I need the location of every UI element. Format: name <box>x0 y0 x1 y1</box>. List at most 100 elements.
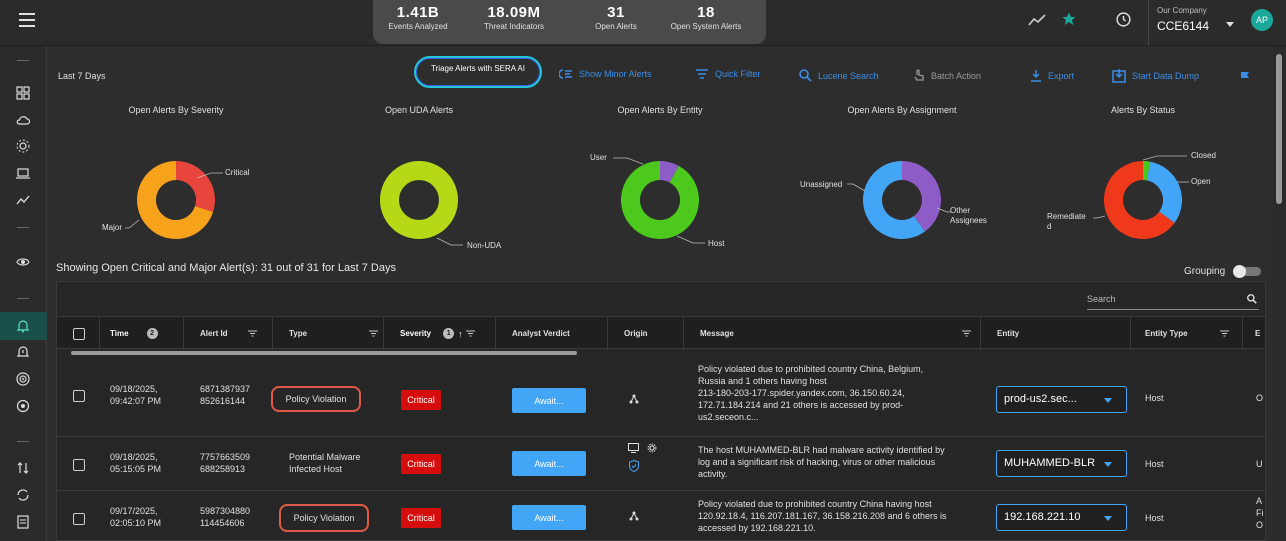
analyst-verdict-button[interactable]: Await... <box>512 505 586 530</box>
laptop-icon[interactable] <box>16 166 30 180</box>
assignment-donut[interactable] <box>862 160 942 240</box>
trend-icon[interactable] <box>1028 13 1046 27</box>
sidebar-item-alerts[interactable] <box>0 312 47 340</box>
analytics-icon[interactable] <box>16 193 30 207</box>
donut-slice-other-assignees[interactable] <box>863 161 925 239</box>
target-icon[interactable] <box>16 399 30 413</box>
report-icon[interactable] <box>16 515 30 529</box>
column-type[interactable]: Type <box>273 317 384 350</box>
row-checkbox[interactable] <box>73 459 85 471</box>
entity-dropdown[interactable]: prod-us2.sec... <box>996 386 1127 413</box>
column-analyst-verdict[interactable]: Analyst Verdict <box>496 317 608 350</box>
chevron-down-icon <box>1104 516 1112 521</box>
entity-dropdown[interactable]: MUHAMMED-BLR <box>996 450 1127 477</box>
sidebar-divider <box>17 60 29 61</box>
column-time[interactable]: Time 2 <box>100 317 184 350</box>
entity-dropdown[interactable]: 192.168.221.10 <box>996 504 1127 531</box>
donut-slice-closed[interactable] <box>1143 161 1151 181</box>
menu-icon[interactable] <box>19 13 35 27</box>
lucene-search-button[interactable]: Lucene Search <box>799 69 879 82</box>
uda-donut[interactable] <box>379 160 459 240</box>
chart-leader-lines <box>125 155 1189 246</box>
stat-label: Open Alerts <box>595 22 637 31</box>
donut-slice-non-uda[interactable] <box>380 161 458 239</box>
grouping-toggle[interactable] <box>1233 265 1261 278</box>
filter-icon[interactable] <box>1219 330 1229 337</box>
avatar[interactable]: AP <box>1251 9 1273 31</box>
donut-label-host: Host <box>708 239 725 248</box>
donut-slice-unassigned[interactable] <box>902 161 941 232</box>
row-checkbox[interactable] <box>73 513 85 525</box>
status-donut[interactable] <box>1103 160 1183 240</box>
monitor-icon <box>628 443 639 453</box>
sort-arrow-up-icon[interactable]: ↑ <box>458 328 463 339</box>
start-data-dump-button[interactable]: Start Data Dump <box>1112 69 1199 83</box>
stats-panel: 1.41B Events Analyzed 18.09M Threat Indi… <box>373 0 766 44</box>
eye-icon[interactable] <box>16 255 30 269</box>
search-input[interactable]: Search <box>1087 290 1259 310</box>
toggle-knob <box>1233 265 1246 278</box>
column-severity[interactable]: Severity 1 ↑ <box>384 317 496 350</box>
filter-icon[interactable] <box>369 330 379 337</box>
entity-donut[interactable] <box>620 160 700 240</box>
batch-action-label: Batch Action <box>931 70 982 81</box>
table-header: Time 2 Alert Id Type Severity 1 ↑ Analys… <box>57 316 1265 350</box>
filter-icon[interactable] <box>465 330 475 337</box>
row-checkbox[interactable] <box>73 390 85 402</box>
table-row[interactable]: 09/18/2025, 09:42:07 PM 6871387937 8526161… <box>57 357 1265 437</box>
show-minor-alerts-button[interactable]: Show Minor Alerts <box>559 69 652 79</box>
row-time: 09/18/2025, 05:15:05 PM <box>110 452 162 474</box>
export-button[interactable]: Export <box>1030 69 1074 82</box>
network-icon[interactable] <box>16 139 30 153</box>
radar-icon[interactable] <box>16 372 30 386</box>
donut-slice-critical[interactable] <box>176 161 215 213</box>
clock-icon[interactable] <box>1115 11 1132 28</box>
severity-donut[interactable] <box>136 160 216 240</box>
row-type: Potential Malware Infected Host <box>289 452 361 474</box>
table-row[interactable]: 09/18/2025, 05:15:05 PM 7757663509 6882589… <box>57 437 1265 491</box>
donut-slice-major[interactable] <box>137 161 214 239</box>
dashboard-icon[interactable] <box>16 86 30 100</box>
cloud-icon[interactable] <box>16 113 30 127</box>
donut-slice-host[interactable] <box>621 161 699 239</box>
donut-slice-open[interactable] <box>1146 161 1182 223</box>
sync-icon[interactable] <box>16 488 30 502</box>
column-entity-label: Entity <box>997 329 1020 338</box>
column-alert-id[interactable]: Alert Id <box>184 317 273 350</box>
page-scrollbar[interactable] <box>1273 46 1286 541</box>
donut-slice-user[interactable] <box>660 161 679 183</box>
filter-icon[interactable] <box>961 330 971 337</box>
column-message[interactable]: Message <box>684 317 981 350</box>
horizontal-scrollbar[interactable] <box>71 351 577 355</box>
donut-label-major: Major <box>102 223 123 232</box>
origin-network-icon <box>629 394 639 404</box>
table-row[interactable]: 09/17/2025, 02:05:10 PM 5987304880 1144546… <box>57 491 1265 540</box>
scrollbar-thumb[interactable] <box>1276 54 1282 204</box>
filter-icon[interactable] <box>247 330 257 337</box>
star-icon[interactable] <box>1061 11 1077 27</box>
column-entity[interactable]: Entity <box>981 317 1131 350</box>
chevron-down-icon <box>1104 462 1112 467</box>
donut-label-remediated: Remediate <box>1047 212 1086 221</box>
analyst-verdict-button[interactable]: Await... <box>512 388 586 413</box>
column-origin[interactable]: Origin <box>608 317 684 350</box>
bell-alert-icon[interactable] <box>16 345 30 359</box>
quick-filter-button[interactable]: Quick Filter <box>695 69 761 79</box>
analyst-verdict-button[interactable]: Await... <box>512 451 586 476</box>
column-entity-type[interactable]: Entity Type <box>1131 317 1243 350</box>
company-selector[interactable]: Our Company CCE6144 <box>1148 0 1240 46</box>
donut-slice-remediated[interactable] <box>1104 161 1175 239</box>
select-all-checkbox[interactable] <box>73 327 85 340</box>
bell-icon[interactable] <box>16 319 30 333</box>
transfer-icon[interactable] <box>16 461 30 475</box>
batch-action-button[interactable]: Batch Action <box>913 69 981 82</box>
start-data-dump-label: Start Data Dump <box>1132 71 1200 81</box>
triage-sera-button[interactable]: Triage Alerts with SERA AI <box>414 56 542 88</box>
sidebar-divider <box>17 298 29 299</box>
severity-badge: Critical <box>401 390 441 410</box>
donut-label-open: Open <box>1191 177 1211 186</box>
flag-icon[interactable] <box>1239 71 1251 83</box>
filter-icon <box>696 69 708 79</box>
column-more[interactable]: E <box>1243 317 1265 350</box>
column-alert-id-label: Alert Id <box>200 329 228 338</box>
